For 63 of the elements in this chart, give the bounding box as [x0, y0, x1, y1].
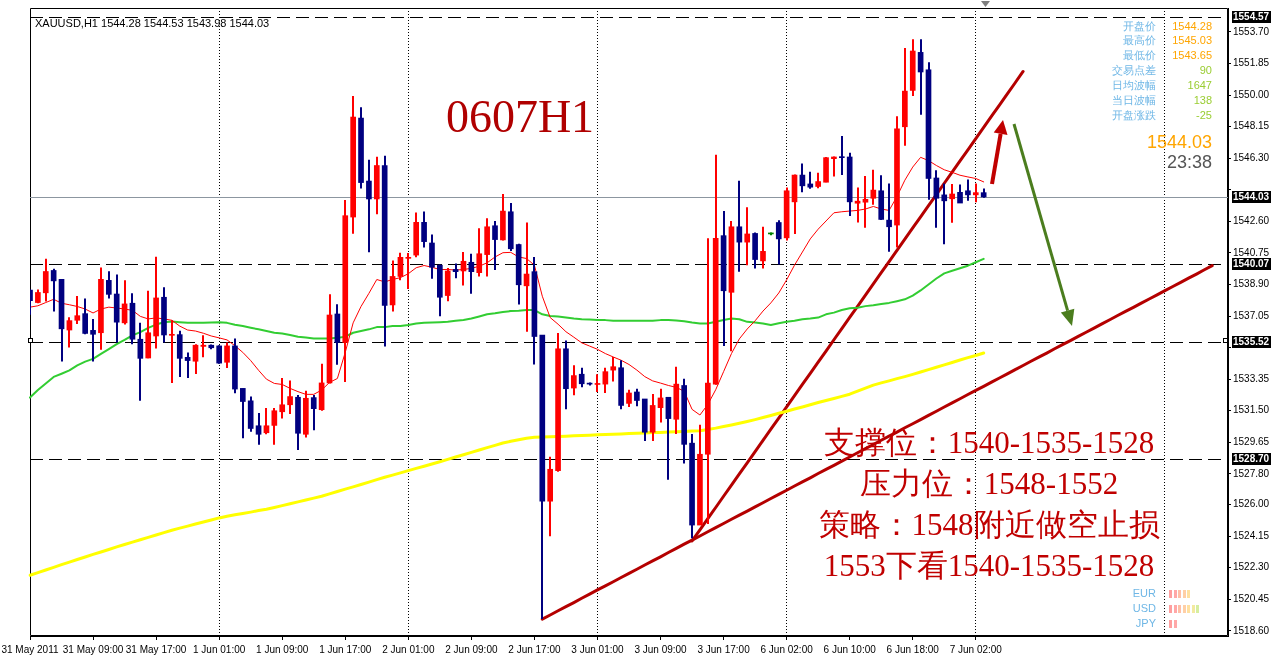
annotation: 1544.28 [1172, 19, 1212, 32]
annotation: 开盘涨跌 [1112, 108, 1156, 121]
annotation: 当日波幅 [1112, 94, 1156, 107]
x-tick-label: 1 Jun 17:00 [319, 643, 372, 655]
y-tick-label: 1551.85 [1233, 57, 1270, 69]
y-tick-label: 1524.15 [1233, 529, 1270, 541]
y-tick-label: 1520.45 [1233, 593, 1270, 605]
annotation: 23:38 [1166, 151, 1212, 172]
annotation: JPY [1135, 617, 1157, 630]
annotation: USD [1132, 602, 1157, 615]
y-tick-label: 1548.15 [1233, 120, 1270, 132]
y-tick-label: 1518.60 [1233, 624, 1270, 636]
x-tick-label: 31 May 2011 [1, 643, 59, 655]
y-tick-label: 1537.05 [1233, 309, 1270, 321]
annotation: 压力位：1548-1552 [859, 466, 1119, 502]
y-tick-label: 1526.00 [1233, 498, 1270, 510]
annotation: 日均波幅 [1112, 79, 1156, 92]
annotation: 1545.03 [1172, 34, 1212, 47]
y-tick-label: 1538.90 [1233, 278, 1270, 290]
x-tick-label: 7 Jun 02:00 [949, 643, 1003, 655]
annotation: 1544.03 [1146, 131, 1212, 152]
ref-line-label: 1544.03 [1233, 191, 1270, 203]
text: 0607H1 [445, 91, 595, 143]
y-tick-label: 1522.30 [1233, 561, 1270, 573]
x-tick-label: 3 Jun 17:00 [697, 643, 751, 655]
y-tick-label: 1531.50 [1233, 404, 1270, 416]
x-tick-label: 1 Jun 09:00 [256, 643, 309, 655]
annotation: 开盘价 [1123, 19, 1156, 32]
annotation: 最低价 [1123, 49, 1156, 62]
x-tick-label: 2 Jun 09:00 [445, 643, 498, 655]
ref-line-label: 1535.52 [1233, 336, 1270, 348]
annotation: 138 [1193, 94, 1212, 107]
x-tick-label: 31 May 17:00 [125, 643, 187, 655]
y-tick-label: 1540.75 [1233, 246, 1270, 258]
x-tick-label: 3 Jun 01:00 [571, 643, 625, 655]
annotation: -25 [1196, 108, 1212, 121]
x-tick-label: 6 Jun 18:00 [886, 643, 940, 655]
annotation: 最高价 [1123, 34, 1156, 47]
y-tick-label: 1550.00 [1233, 88, 1270, 100]
x-tick-label: 3 Jun 09:00 [634, 643, 688, 655]
annotation: 交易点差 [1112, 64, 1156, 77]
y-tick-label: 1527.80 [1233, 467, 1270, 479]
ref-line-label: 1554.57 [1233, 11, 1270, 23]
annotation: 1553下看1540-1535-1528 [823, 548, 1155, 584]
text: XAUUSD,H1 1544.28 1544.53 1543.98 1544.03 [35, 17, 270, 30]
x-tick-label: 2 Jun 17:00 [508, 643, 561, 655]
x-tick-label: 1 Jun 01:00 [193, 643, 246, 655]
annotation: 90 [1199, 64, 1212, 77]
ref-line-label: 1528.70 [1233, 453, 1270, 465]
annotation: 1543.65 [1172, 49, 1212, 62]
y-tick-label: 1553.70 [1233, 25, 1270, 37]
x-tick-label: 6 Jun 10:00 [823, 643, 877, 655]
x-tick-label: 6 Jun 02:00 [760, 643, 814, 655]
ref-line-label: 1540.07 [1233, 258, 1270, 270]
y-tick-label: 1533.35 [1233, 372, 1270, 384]
annotation: EUR [1132, 587, 1157, 600]
y-tick-label: 1542.60 [1233, 215, 1270, 227]
annotation: 1647 [1187, 79, 1212, 92]
annotation: 策略：1548附近做空止损 [818, 507, 1160, 543]
x-tick-label: 31 May 09:00 [62, 643, 124, 655]
x-tick-label: 2 Jun 01:00 [382, 643, 435, 655]
y-tick-label: 1529.65 [1233, 436, 1270, 448]
y-tick-label: 1546.30 [1233, 151, 1270, 163]
